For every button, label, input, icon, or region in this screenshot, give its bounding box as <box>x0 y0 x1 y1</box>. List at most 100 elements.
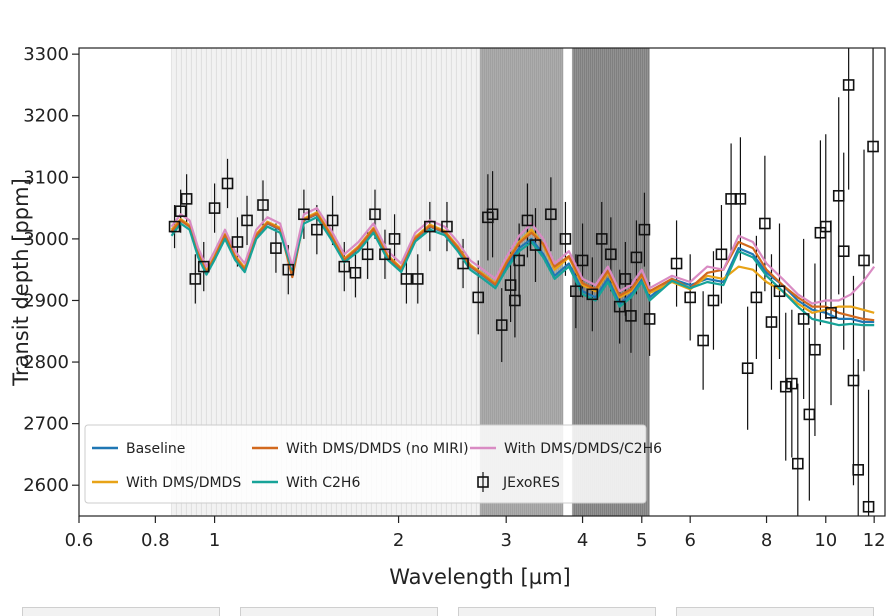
obs-marker <box>361 248 374 261</box>
obs-marker <box>697 334 709 347</box>
obs-marker <box>837 245 850 258</box>
obs-marker <box>486 208 499 221</box>
y-axis-label: Transit depth [ppm] <box>9 178 33 387</box>
y-tick-label: 2800 <box>23 352 69 373</box>
obs-marker <box>513 254 525 267</box>
obs-marker <box>852 464 865 476</box>
obs-marker <box>792 457 804 470</box>
obs-marker <box>734 193 747 205</box>
x-tick-label: 12 <box>863 530 886 551</box>
y-tick-label: 2600 <box>23 475 69 496</box>
obs-marker <box>388 233 401 245</box>
obs-marker <box>168 220 181 233</box>
obs-marker <box>504 279 517 291</box>
x-axis-ticks: 0.6 0.8 1 2 3 4 5 6 8 10 12 <box>65 516 886 551</box>
legend-label-1: Baseline <box>126 441 185 457</box>
x-tick-label: 4 <box>577 530 588 551</box>
legend: Baseline With DMS/DMDS With DMS/DMDS (no M… <box>84 424 662 504</box>
obs-marker <box>411 273 424 285</box>
obs-marker <box>311 223 323 236</box>
obs-marker <box>221 177 234 190</box>
legend-box <box>84 424 647 504</box>
obs-marker <box>867 140 879 153</box>
x-tick-label: 3 <box>500 530 511 551</box>
obs-marker <box>521 214 534 227</box>
observation-errorbars <box>173 48 874 516</box>
obs-marker <box>625 310 637 322</box>
bottom-tab-3[interactable] <box>458 607 656 616</box>
obs-marker <box>586 288 599 301</box>
obs-marker <box>472 291 485 304</box>
x-tick-label: 0.8 <box>141 530 170 551</box>
obs-marker <box>684 291 696 304</box>
x-tick-label: 2 <box>393 530 404 551</box>
obs-marker <box>349 266 362 279</box>
obs-marker <box>197 260 210 273</box>
y-tick-label: 3300 <box>23 44 69 65</box>
y-axis-ticks: 2600 2700 2800 2900 3000 3100 3200 3300 <box>23 44 79 496</box>
obs-marker <box>619 273 632 285</box>
obs-marker <box>180 193 193 205</box>
obs-marker <box>595 233 608 245</box>
model-lines <box>170 207 876 327</box>
obs-marker <box>741 362 754 375</box>
obs-marker <box>825 306 837 319</box>
bottom-tab-4[interactable] <box>676 607 874 616</box>
obs-marker <box>282 263 295 276</box>
obs-marker <box>613 300 626 313</box>
obs-marker <box>605 248 617 261</box>
x-tick-label: 6 <box>684 530 695 551</box>
obs-marker <box>208 202 221 214</box>
x-axis-label: Wavelength [µm] <box>389 565 570 589</box>
legend-label-4: With C2H6 <box>286 475 360 491</box>
series-line-4 <box>170 216 875 327</box>
obs-marker <box>400 273 413 285</box>
legend-label-3: With DMS/DMDS (no MIRI) <box>286 441 469 457</box>
obs-marker <box>759 217 771 230</box>
obs-marker <box>298 208 310 221</box>
obs-marker <box>707 294 720 307</box>
obs-marker <box>832 189 845 202</box>
obs-marker <box>773 285 786 298</box>
obs-marker <box>338 260 351 273</box>
obs-marker <box>231 236 244 248</box>
obs-marker <box>638 223 651 236</box>
y-tick-label: 2900 <box>23 290 69 311</box>
legend-obs-marker <box>477 476 489 488</box>
x-tick-label: 1 <box>209 530 220 551</box>
obs-marker <box>847 374 860 387</box>
obs-marker <box>576 254 589 267</box>
bottom-tab-2[interactable] <box>240 607 438 616</box>
obs-marker <box>750 291 763 304</box>
obs-marker <box>786 377 798 390</box>
obs-marker <box>570 285 582 298</box>
obs-marker <box>862 500 875 513</box>
series-line-3 <box>170 212 875 322</box>
y-tick-label: 3200 <box>23 106 69 127</box>
obs-marker <box>842 79 855 91</box>
x-tick-label: 10 <box>814 530 837 551</box>
obs-marker <box>379 248 391 261</box>
obs-marker <box>630 251 643 264</box>
obs-marker <box>495 319 508 331</box>
bottom-tab-1[interactable] <box>22 607 220 616</box>
obs-marker <box>715 248 728 261</box>
observation-markers <box>168 79 879 513</box>
obs-marker <box>670 257 683 270</box>
obs-marker <box>545 208 557 221</box>
obs-marker <box>819 220 832 233</box>
y-tick-label: 2700 <box>23 414 69 435</box>
y-tick-label: 3100 <box>23 167 69 188</box>
plot-frame <box>78 47 886 517</box>
obs-marker <box>174 205 187 217</box>
obs-marker <box>858 254 870 267</box>
x-tick-label: 5 <box>636 530 647 551</box>
obs-marker <box>369 208 381 221</box>
obs-marker <box>809 343 821 356</box>
obs-marker <box>441 220 453 233</box>
obs-marker <box>797 313 810 325</box>
obs-marker <box>529 239 542 251</box>
obs-marker <box>803 408 816 421</box>
legend-label-2: With DMS/DMDS <box>126 475 241 491</box>
